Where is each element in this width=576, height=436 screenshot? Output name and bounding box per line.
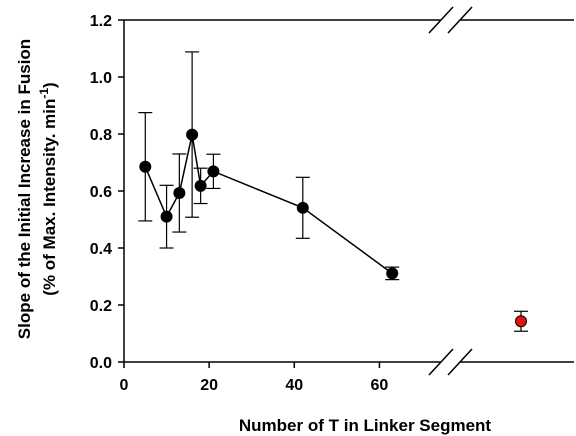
y-tick-label: 0.4 <box>90 241 112 258</box>
axis-break-mark <box>428 348 454 376</box>
y-axis-title-line1: Slope of the Initial Increase in Fusion <box>15 39 34 339</box>
series-1 <box>514 310 528 332</box>
x-axis-title: Number of T in Linker Segment <box>239 416 492 435</box>
y-axis-title: Slope of the Initial Increase in Fusion … <box>15 39 59 339</box>
data-point <box>173 186 186 199</box>
y-tick-label: 0.6 <box>90 184 112 201</box>
data-point <box>296 201 309 214</box>
data-series <box>138 51 528 332</box>
y-axis-title-main: (% of Max. Intensity. min <box>40 99 59 296</box>
y-axis-ticks: 0.0 0.2 0.4 0.6 0.8 1.0 1.2 <box>90 13 124 372</box>
axis-break-mark <box>447 348 473 376</box>
series-line <box>144 134 393 274</box>
data-point <box>194 179 207 192</box>
y-axis-title-superscript: -1 <box>37 88 51 99</box>
axis-break-mark <box>447 6 473 34</box>
x-tick-label: 20 <box>200 377 218 394</box>
y-axis-title-line2: (% of Max. Intensity. min-1) <box>37 82 59 295</box>
x-axis-ticks: 0 20 40 60 <box>120 362 389 394</box>
data-point <box>207 165 220 178</box>
axis-break-mark <box>428 6 454 34</box>
data-point <box>160 210 173 223</box>
x-tick-label: 40 <box>285 377 303 394</box>
y-tick-label: 0.2 <box>90 298 112 315</box>
y-axis-title-close: ) <box>40 82 59 88</box>
data-point <box>386 267 399 280</box>
y-tick-label: 1.0 <box>90 70 112 87</box>
data-point <box>515 315 527 328</box>
x-tick-label: 0 <box>120 377 129 394</box>
y-tick-label: 0.0 <box>90 355 112 372</box>
series-0 <box>138 51 400 281</box>
y-tick-label: 1.2 <box>90 13 112 30</box>
x-tick-label: 60 <box>371 377 389 394</box>
axes <box>123 6 574 376</box>
data-point <box>186 128 199 141</box>
data-point <box>139 160 152 173</box>
y-tick-label: 0.8 <box>90 127 112 144</box>
